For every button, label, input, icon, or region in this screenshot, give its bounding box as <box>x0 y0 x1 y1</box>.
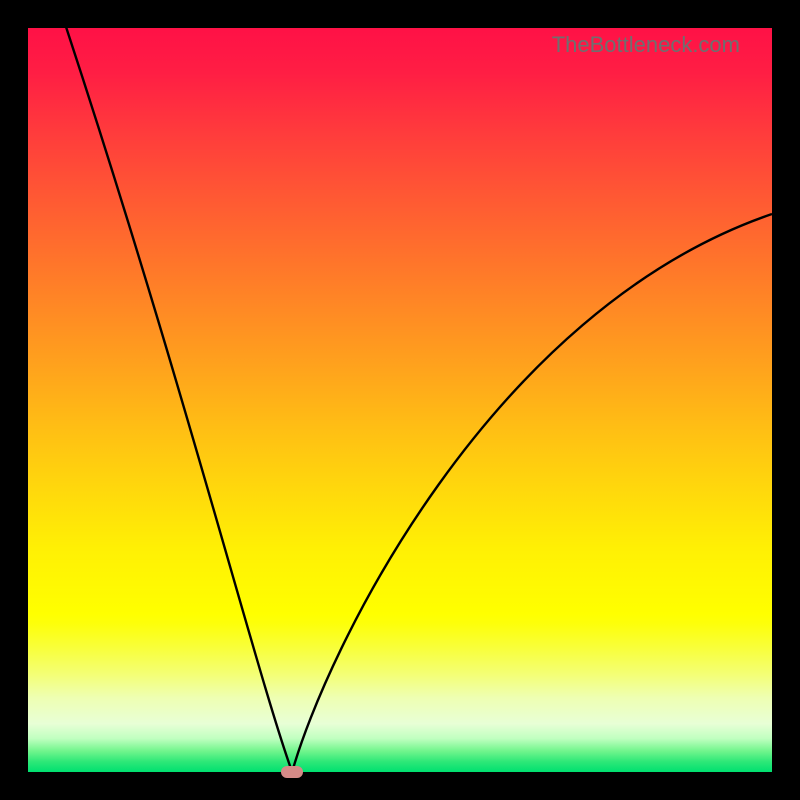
curve-path <box>61 28 772 772</box>
chart-frame: TheBottleneck.com <box>0 0 800 800</box>
watermark-text: TheBottleneck.com <box>552 32 740 58</box>
plot-area <box>28 28 772 772</box>
optimal-marker <box>281 766 303 778</box>
bottleneck-curve <box>28 28 772 772</box>
